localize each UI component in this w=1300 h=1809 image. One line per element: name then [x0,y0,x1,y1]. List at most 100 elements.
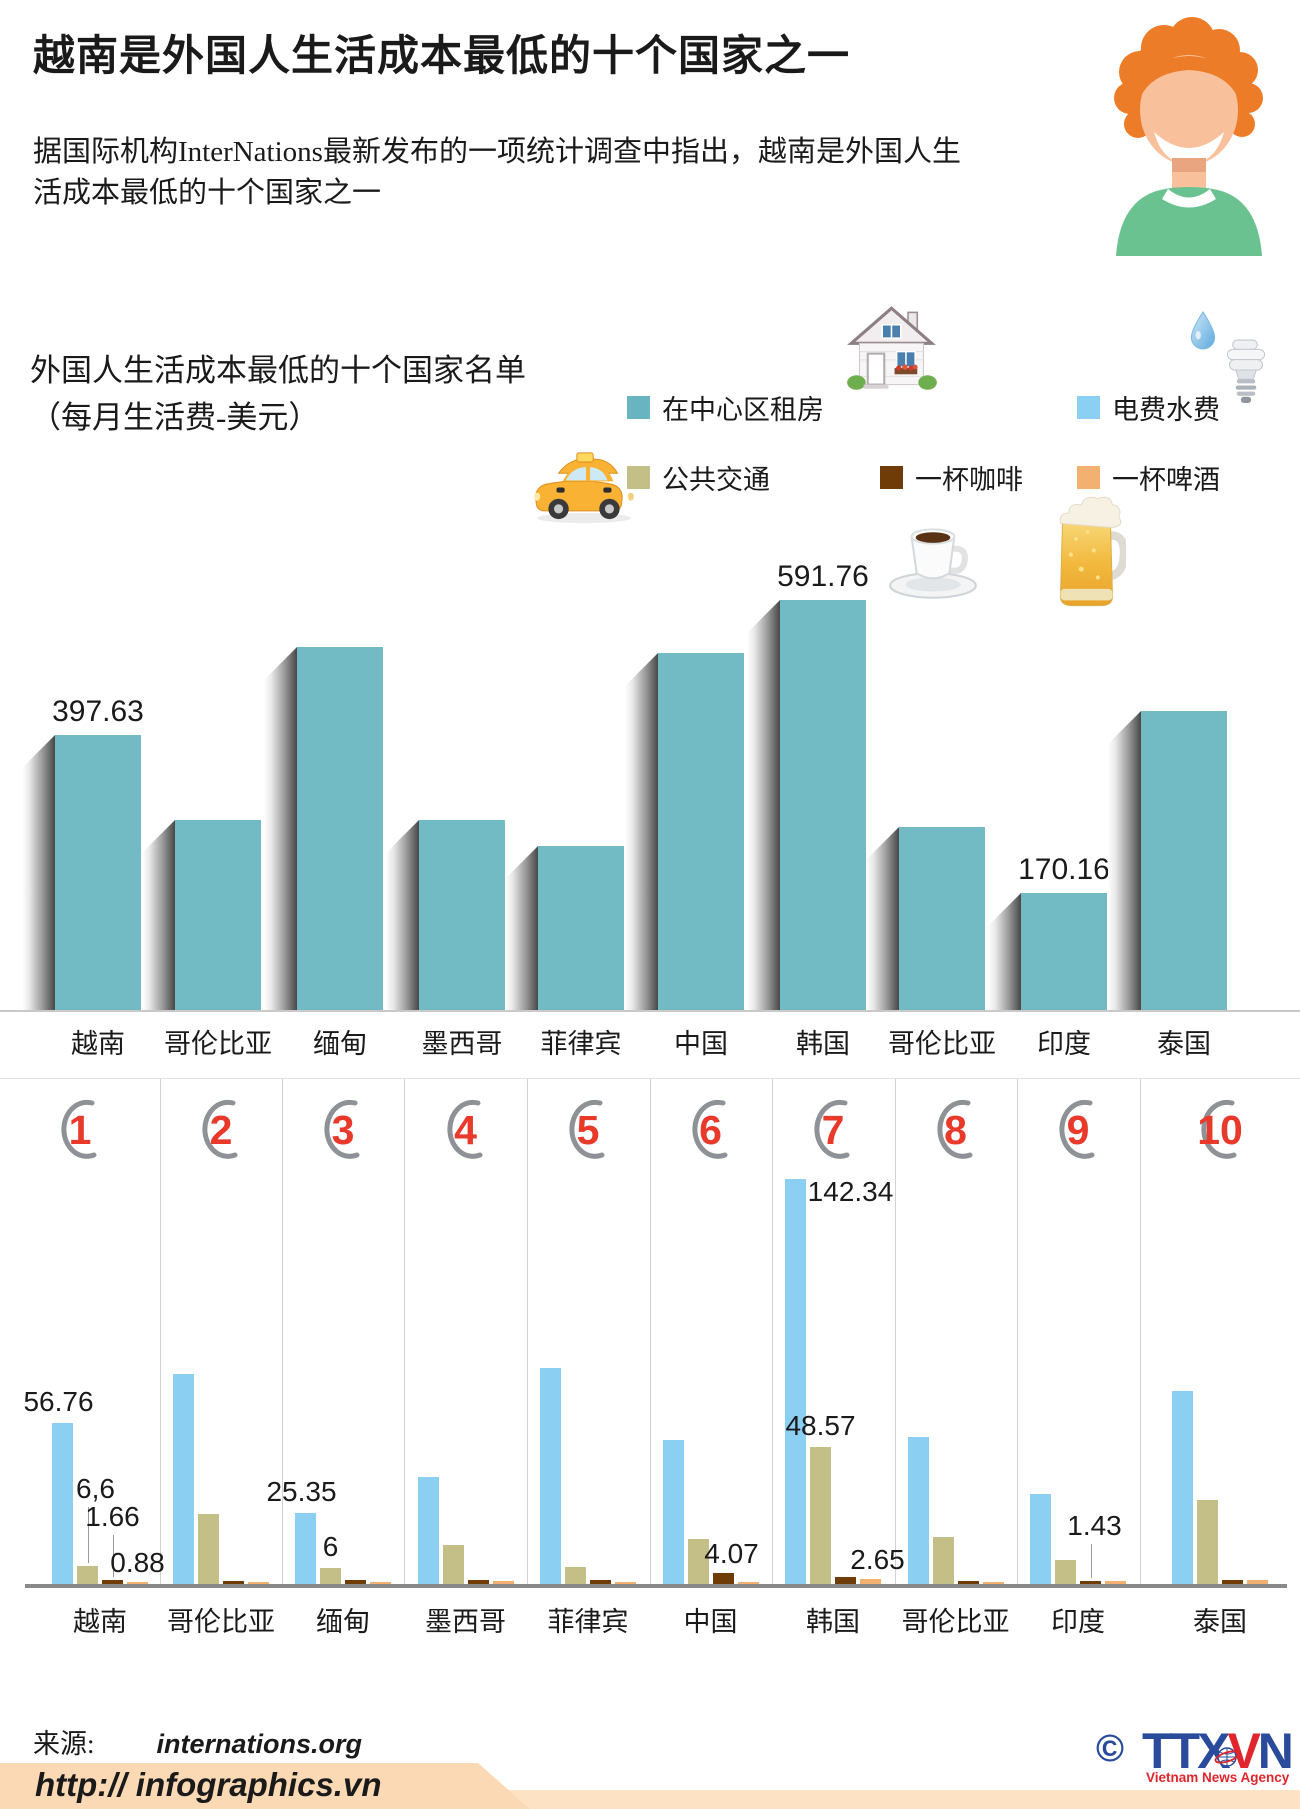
bar-3d-shadow [264,647,297,1011]
电费水费-bar-哥伦比亚 [908,1436,929,1585]
公共交通-bar-中国 [688,1539,709,1585]
rank-circle-arc [569,1099,605,1159]
一杯咖啡-bar-哥伦比亚 [958,1581,979,1585]
avatar [1088,6,1290,256]
page-subtitle: 据国际机构InterNations最新发布的一项统计调查中指出，越南是外国人生活… [33,136,961,210]
rank-badge-4: 4 [437,1096,495,1164]
bar-3d-shadow [625,653,658,1011]
一杯咖啡-bar-墨西哥 [468,1579,489,1585]
chart2-category-label: 哥伦比亚 [167,1607,275,1637]
电费水费-bar-韩国 [785,1179,806,1585]
column-separator [895,1079,896,1584]
footer-url-banner [0,1763,530,1809]
公共交通-bar-菲律宾 [565,1566,586,1585]
column-separator [1140,1079,1141,1584]
rank-circle-arc [1059,1099,1095,1159]
source-row: 来源: internations.org [33,1722,362,1761]
bar-3d-shadow [747,600,780,1011]
chart1-category-label: 中国 [674,1029,728,1059]
source-link[interactable]: internations.org [156,1729,363,1759]
bar-3d-shadow [505,846,538,1011]
rank-circle-arc [61,1099,97,1159]
一杯啤酒-bar-菲律宾 [615,1581,636,1585]
电费水费-bar-缅甸 [295,1512,316,1585]
rank-circle-arc [324,1099,360,1159]
chart2-category-label: 墨西哥 [425,1607,506,1637]
transport-color-swatch [627,466,650,489]
一杯咖啡-bar-中国 [713,1573,734,1585]
电费水费-bar-越南 [52,1423,73,1585]
rent-bar-缅甸 [264,647,383,1011]
rent-bar-墨西哥 [386,820,505,1011]
source-label: 来源: [33,1729,95,1759]
expense-value-label: 6,6 [76,1473,115,1505]
column-separator [282,1079,283,1584]
footer-url-link[interactable]: http:// infographics.vn [35,1766,382,1803]
一杯啤酒-bar-墨西哥 [493,1581,514,1585]
一杯咖啡-bar-泰国 [1222,1580,1243,1585]
rank-badge-6: 6 [682,1096,740,1164]
公共交通-bar-韩国 [810,1446,831,1585]
chart1-category-label: 哥伦比亚 [164,1029,272,1059]
一杯啤酒-bar-中国 [738,1581,759,1585]
expense-value-label: 6 [322,1530,339,1562]
一杯啤酒-bar-泰国 [1247,1579,1268,1585]
一杯咖啡-bar-越南 [102,1580,123,1585]
chart1-category-label: 墨西哥 [421,1029,503,1059]
taxi-icon [528,448,640,531]
expense-value-label: 56.76 [23,1386,94,1418]
column-separator [404,1079,405,1584]
utilities-color-swatch [1077,396,1100,419]
公共交通-bar-印度 [1055,1559,1076,1585]
rent-bar-印度 [988,893,1107,1011]
rank-circle-arc [691,1099,727,1159]
一杯啤酒-bar-哥伦比亚 [248,1582,269,1585]
legend-label-transport: 公共交通 [662,465,770,495]
legend-label-coffee: 一杯咖啡 [915,465,1023,495]
rank-badge-9: 9 [1049,1096,1107,1164]
column-separator [772,1079,773,1584]
一杯咖啡-bar-哥伦比亚 [223,1580,244,1585]
column-separator [650,1079,651,1584]
ranking-divider-line [0,1078,1300,1079]
globe-icon [1214,1744,1240,1775]
rent-bar-中国 [625,653,744,1011]
公共交通-bar-缅甸 [320,1567,341,1585]
bar-3d-shadow [22,735,55,1011]
chart1-category-label: 哥伦比亚 [888,1029,996,1059]
rent-value-label: 397.63 [52,695,144,728]
rank-circle-arc [936,1099,972,1159]
一杯啤酒-bar-缅甸 [370,1582,391,1585]
chart1-category-label: 泰国 [1157,1029,1211,1059]
legend-item-beer: 一杯啤酒 [1077,458,1220,497]
page-title: 越南是外国人生活成本最低的十个国家之一 [33,34,851,80]
rank-badge-7: 7 [804,1096,862,1164]
person-illustration [1114,17,1263,256]
rent-bar-菲律宾 [505,846,624,1011]
公共交通-bar-墨西哥 [443,1545,464,1585]
chart1-baseline [0,1010,1300,1012]
label-leader-line [1090,1543,1092,1578]
rent-bar-泰国 [1108,711,1227,1011]
light-bulb-icon [1222,338,1270,409]
一杯咖啡-bar-缅甸 [345,1579,366,1585]
house-icon [843,300,941,403]
rank-circle-arc [1201,1099,1237,1159]
chart2-category-label: 中国 [683,1607,738,1637]
rank-badge-10: 10 [1191,1096,1249,1164]
water-drop-icon [1188,310,1218,355]
beer-color-swatch [1077,466,1100,489]
电费水费-bar-哥伦比亚 [173,1374,194,1585]
rent-bar-哥伦比亚 [866,827,985,1011]
公共交通-bar-哥伦比亚 [933,1536,954,1585]
一杯咖啡-bar-菲律宾 [590,1579,611,1585]
legend-item-coffee: 一杯咖啡 [880,458,1023,497]
bar-3d-shadow [386,820,419,1011]
expense-value-label: 4.07 [704,1538,759,1570]
legend-label-utilities: 电费水费 [1112,395,1220,425]
rent-value-label: 591.76 [777,560,869,593]
rank-circle-arc [446,1099,482,1159]
一杯咖啡-bar-韩国 [835,1577,856,1585]
rent-bar-韩国 [747,600,866,1011]
chart1-category-label: 越南 [71,1029,125,1059]
